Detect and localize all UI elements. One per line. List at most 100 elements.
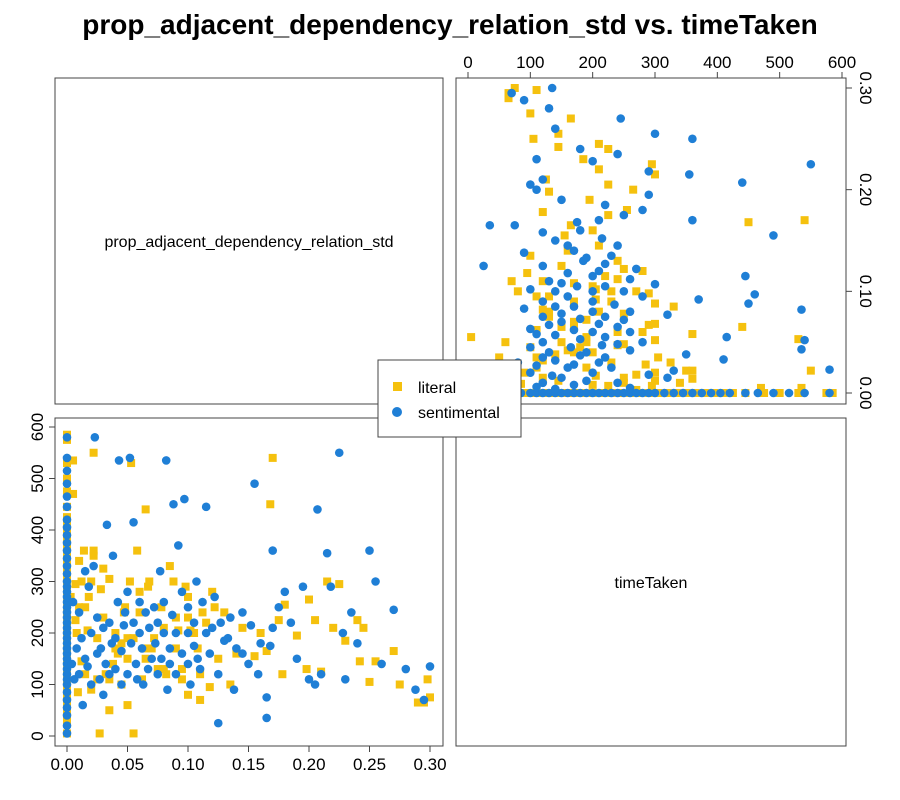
point-sentimental [741,271,750,281]
point-sentimental [198,597,207,607]
point-sentimental [669,366,678,375]
point-sentimental [62,721,72,730]
point-literal [105,706,114,715]
point-sentimental [582,388,591,398]
point-literal [513,287,522,296]
point-literal [619,264,628,273]
point-literal [651,319,659,328]
point-literal [323,577,332,586]
point-sentimental [96,644,106,653]
point-literal [171,644,180,653]
point-literal [604,180,613,189]
point-sentimental [86,680,96,689]
point-literal [554,129,563,138]
point-sentimental [201,502,211,512]
point-sentimental [117,646,126,656]
point-literal [738,322,747,331]
point-sentimental [600,353,610,362]
point-literal [554,142,563,151]
point-literal [238,623,247,632]
point-sentimental [644,190,654,200]
point-sentimental [62,729,72,738]
point-sentimental [694,295,703,304]
point-sentimental [532,329,541,339]
point-sentimental [588,297,597,306]
point-sentimental [68,597,78,607]
point-sentimental [557,317,566,327]
point-sentimental [389,605,399,615]
point-sentimental [223,633,233,643]
point-literal [96,585,105,594]
panel-top-right [455,77,847,405]
point-sentimental [632,388,641,398]
point-literal [651,368,659,377]
point-sentimental [613,378,622,388]
point-sentimental [619,287,629,296]
point-literal [647,381,656,390]
point-sentimental [256,639,265,648]
point-sentimental [180,494,189,504]
point-sentimental [569,388,579,398]
point-sentimental [619,388,629,398]
point-literal [744,218,753,227]
point-sentimental [750,290,760,299]
point-sentimental [62,515,72,524]
point-sentimental [538,337,548,347]
point-literal [654,353,663,362]
point-literal [232,649,241,658]
top-axis-tick-label: 300 [641,53,669,72]
bottom-axis-tick-label: 0.15 [232,755,265,774]
scatter-prop-vs-time [62,430,435,738]
point-literal [99,564,108,573]
point-sentimental [183,602,193,612]
point-sentimental [594,319,604,329]
point-literal [566,221,575,230]
point-literal [121,603,130,612]
point-sentimental [62,433,72,442]
point-literal [89,546,98,555]
point-sentimental [132,675,142,684]
point-sentimental [144,623,154,633]
point-sentimental [806,159,816,169]
point-literal [619,340,628,349]
point-literal [280,600,289,609]
point-literal [117,639,126,648]
point-literal [607,358,616,367]
right-axis-tick-label: 0.00 [856,376,875,409]
point-sentimental [62,466,72,476]
bottom-axis-tick-label: 0.30 [413,755,446,774]
legend-label-sentimental: sentimental [418,405,500,422]
point-sentimental [268,623,278,633]
point-sentimental [563,388,573,398]
point-literal [594,139,603,148]
point-literal [177,665,186,674]
point-sentimental [538,228,548,237]
point-sentimental [280,587,290,597]
point-literal [150,634,159,643]
point-literal [105,675,114,684]
point-literal [75,603,84,612]
point-literal [133,546,142,555]
point-literal [566,114,575,123]
point-literal [520,368,529,377]
point-sentimental [569,380,579,390]
point-literal [560,231,569,240]
point-sentimental [74,669,84,679]
right-axis-tick-label: 0.20 [856,173,875,206]
legend: literal sentimental [377,359,522,438]
point-sentimental [105,669,114,679]
point-literal [208,587,217,596]
point-sentimental [62,569,72,579]
point-sentimental [304,675,314,684]
point-sentimental [684,170,694,179]
point-sentimental [137,644,147,653]
point-literal [538,305,547,314]
top-axis-ticks: 0 100 200 300 400 500 600 [463,53,856,79]
point-literal [127,459,136,468]
bottom-axis-tick-label: 0.20 [292,755,325,774]
point-sentimental [135,597,144,607]
point-sentimental [519,248,529,257]
point-sentimental [638,205,647,215]
left-axis-tick-label: 200 [28,619,47,647]
